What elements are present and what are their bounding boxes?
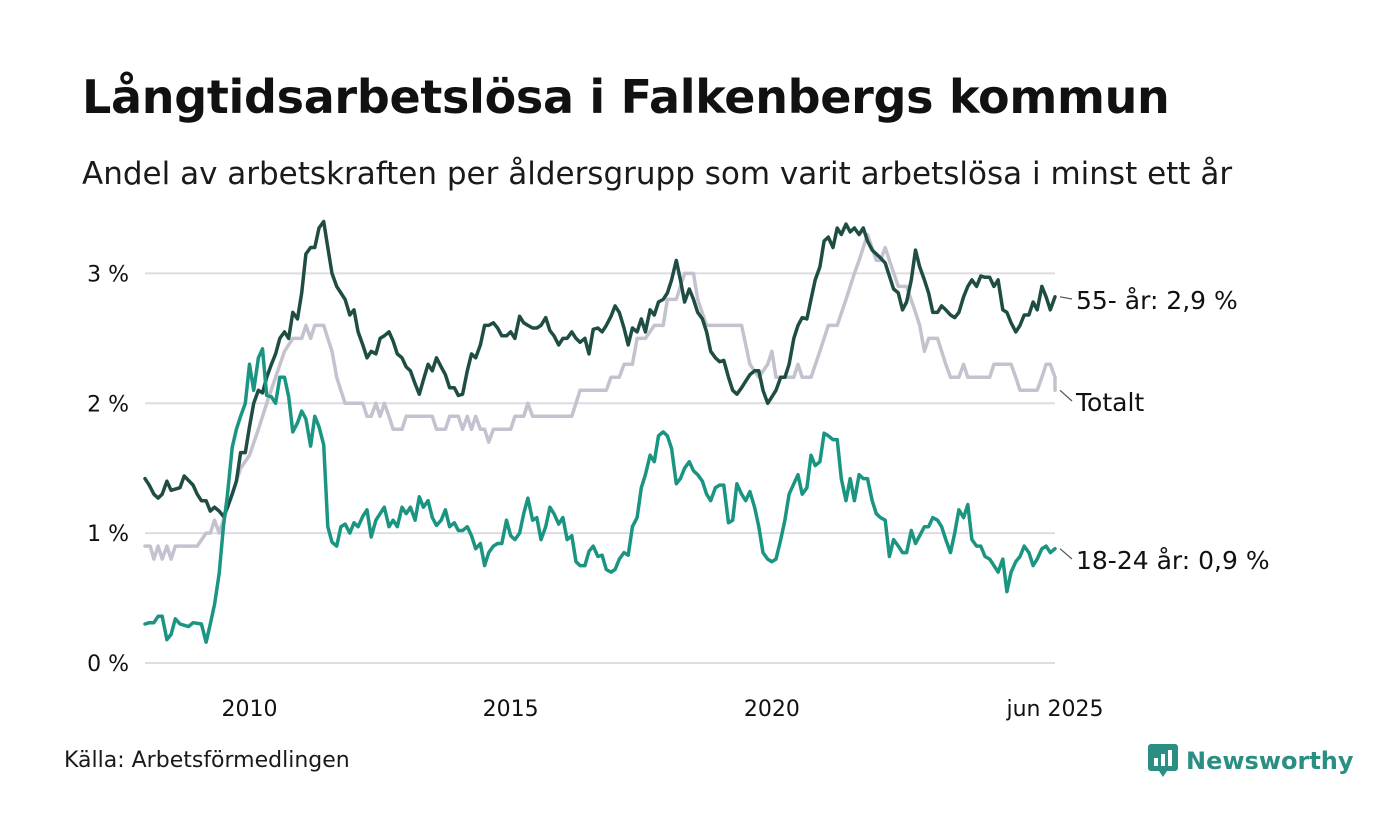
y-tick-label: 3 % xyxy=(87,262,129,287)
x-axis-labels: 2010 2015 2020 jun 2025 xyxy=(221,697,1103,722)
bar-chart-icon xyxy=(1148,744,1178,777)
series-line-55 xyxy=(143,219,1057,519)
label-leader xyxy=(1059,389,1073,402)
brand-logo[interactable]: Newsworthy xyxy=(1148,744,1354,778)
y-axis-labels: 0 % 1 % 2 % 3 % xyxy=(87,262,129,677)
x-tick-label: 2020 xyxy=(744,697,800,722)
x-tick-label: 2015 xyxy=(483,697,539,722)
label-leader xyxy=(1059,548,1073,560)
y-tick-label: 0 % xyxy=(87,652,129,677)
series-end-label: Totalt xyxy=(1075,388,1144,417)
label-leader xyxy=(1059,296,1073,300)
series-end-label: 18-24 år: 0,9 % xyxy=(1076,546,1270,575)
series-end-labels: Totalt 55- år: 2,9 % 18-24 år: 0,9 % xyxy=(1059,286,1270,575)
x-tick-label: jun 2025 xyxy=(1006,697,1104,722)
page-title: Långtidsarbetslösa i Falkenbergs kommun xyxy=(82,70,1170,124)
series-layer xyxy=(143,219,1057,644)
series-line-18-24 xyxy=(143,347,1057,644)
y-tick-label: 2 % xyxy=(87,392,129,417)
series-line-totalt xyxy=(143,232,1057,561)
grid-layer xyxy=(145,272,1055,664)
series-end-label: 55- år: 2,9 % xyxy=(1076,286,1238,315)
source-note: Källa: Arbetsförmedlingen xyxy=(64,748,350,773)
x-tick-label: 2010 xyxy=(221,697,277,722)
y-tick-label: 1 % xyxy=(87,522,129,547)
brand-name: Newsworthy xyxy=(1186,747,1354,775)
page-subtitle: Andel av arbetskraften per åldersgrupp s… xyxy=(82,156,1233,192)
